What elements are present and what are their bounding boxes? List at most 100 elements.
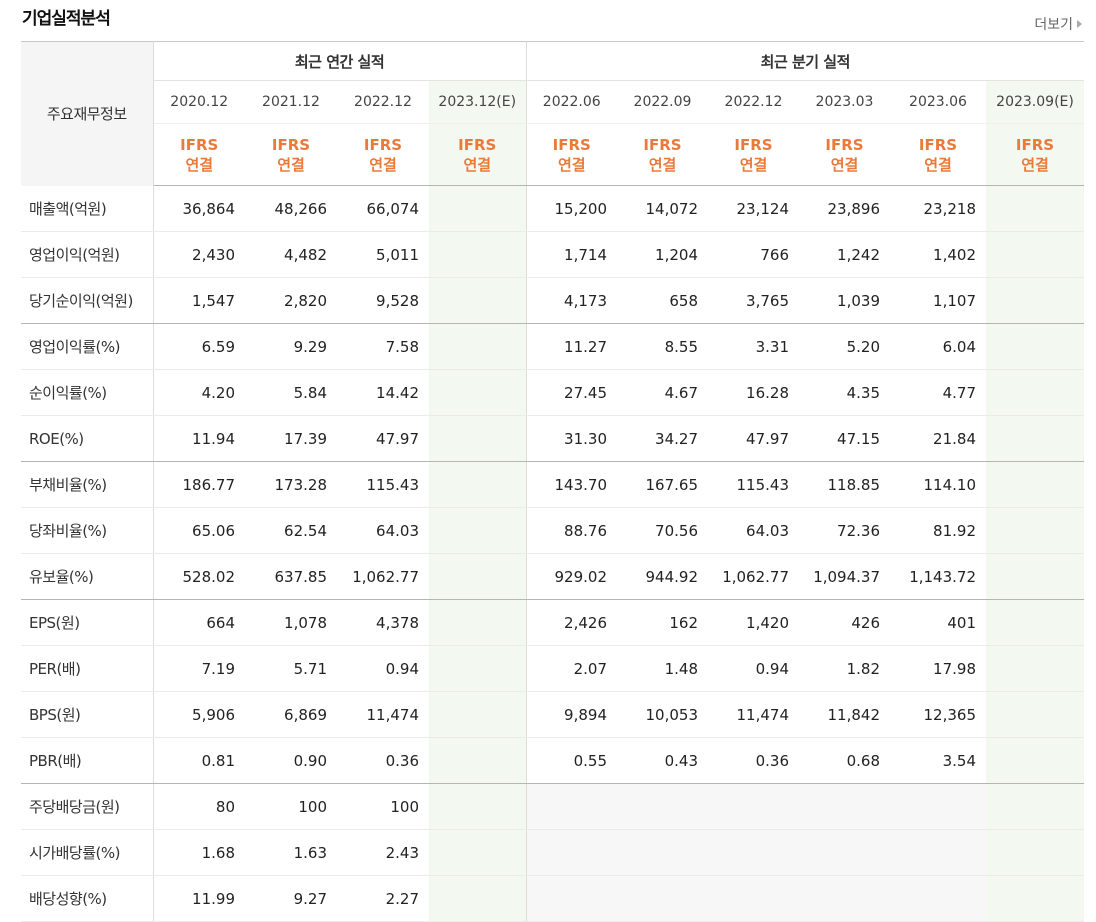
cell-quarter-2: 16.28 (708, 369, 799, 416)
cell-quarter-2: 0.94 (708, 645, 799, 692)
cell-annual-2: 66,074 (337, 185, 429, 232)
cell-annual-2: 2.27 (337, 875, 429, 922)
cell-quarter-0: 88.76 (526, 507, 617, 554)
table-row: 주당배당금(원) 80 100 100 (21, 783, 1085, 830)
group-annual: 최근 연간 실적 (153, 41, 527, 81)
table-row: 배당성향(%) 11.99 9.27 2.27 (21, 875, 1085, 922)
cell-quarter-5 (986, 415, 1085, 462)
cell-annual-3 (429, 185, 527, 232)
table-row: 당좌비율(%) 65.06 62.54 64.03 88.76 70.56 64.03 72.… (21, 507, 1085, 554)
cell-quarter-5 (986, 829, 1085, 876)
cell-quarter-0: 9,894 (526, 691, 617, 738)
cell-quarter-1: 10,053 (617, 691, 708, 738)
cell-quarter-3: 4.35 (799, 369, 890, 416)
cell-annual-3 (429, 599, 527, 646)
cell-quarter-0: 4,173 (526, 277, 617, 324)
basis-annual-1: IFRS 연결 (245, 123, 337, 186)
table-row: 시가배당률(%) 1.68 1.63 2.43 (21, 829, 1085, 876)
more-link[interactable]: 더보기 (1034, 14, 1082, 34)
row-label: PER(배) (21, 645, 154, 692)
cell-quarter-4: 114.10 (890, 461, 986, 508)
table-row: PBR(배) 0.81 0.90 0.36 0.55 0.43 0.36 0.68 3.54 (21, 737, 1085, 784)
cell-annual-2: 9,528 (337, 277, 429, 324)
cell-annual-0: 1.68 (153, 829, 245, 876)
row-header-label: 주요재무정보 (21, 41, 154, 186)
cell-quarter-2: 1,062.77 (708, 553, 799, 600)
cell-annual-1: 9.27 (245, 875, 337, 922)
basis-ifrs: IFRS (271, 135, 311, 154)
cell-quarter-0 (526, 783, 617, 830)
cell-quarter-4: 1,107 (890, 277, 986, 324)
basis-consolidated: 연결 (830, 155, 859, 174)
cell-annual-0: 11.94 (153, 415, 245, 462)
basis-ifrs: IFRS (918, 135, 958, 154)
cell-quarter-4: 21.84 (890, 415, 986, 462)
cell-annual-2: 100 (337, 783, 429, 830)
cell-annual-1: 48,266 (245, 185, 337, 232)
basis-consolidated: 연결 (924, 155, 952, 174)
cell-quarter-5 (986, 231, 1085, 278)
cell-quarter-0: 0.55 (526, 737, 617, 784)
group-quarterly: 최근 분기 실적 (526, 41, 1085, 81)
cell-quarter-0: 1,714 (526, 231, 617, 278)
cell-annual-0: 664 (153, 599, 245, 646)
cell-quarter-5 (986, 783, 1085, 830)
cell-annual-1: 6,869 (245, 691, 337, 738)
cell-quarter-1 (617, 783, 708, 830)
period-quarter-1: 2022.09 (617, 80, 708, 124)
cell-quarter-5 (986, 369, 1085, 416)
basis-consolidated: 연결 (648, 155, 677, 174)
cell-annual-1: 1,078 (245, 599, 337, 646)
cell-quarter-4: 23,218 (890, 185, 986, 232)
basis-quarter-5: IFRS 연결 (986, 123, 1085, 186)
cell-annual-1: 173.28 (245, 461, 337, 508)
cell-quarter-3: 1,039 (799, 277, 890, 324)
cell-annual-3 (429, 323, 527, 370)
financial-table: 주요재무정보 최근 연간 실적 최근 분기 실적 2020.12 2021.12 2… (21, 41, 1085, 922)
arrow-right-icon (1077, 20, 1082, 28)
cell-quarter-5 (986, 875, 1085, 922)
cell-quarter-0: 31.30 (526, 415, 617, 462)
cell-annual-2: 11,474 (337, 691, 429, 738)
cell-quarter-4 (890, 829, 986, 876)
cell-quarter-1: 0.43 (617, 737, 708, 784)
cell-annual-3 (429, 875, 527, 922)
cell-annual-2: 2.43 (337, 829, 429, 876)
cell-annual-3 (429, 415, 527, 462)
basis-quarter-4: IFRS 연결 (890, 123, 986, 186)
row-label: 부채비율(%) (21, 461, 154, 508)
cell-quarter-4: 3.54 (890, 737, 986, 784)
cell-quarter-3 (799, 829, 890, 876)
table-row: 순이익률(%) 4.20 5.84 14.42 27.45 4.67 16.28 4.35 4.… (21, 369, 1085, 416)
table-row: 유보율(%) 528.02 637.85 1,062.77 929.02 944.92 1,… (21, 553, 1085, 600)
cell-quarter-5 (986, 323, 1085, 370)
cell-quarter-1: 8.55 (617, 323, 708, 370)
period-annual-1: 2021.12 (245, 80, 337, 124)
cell-quarter-4: 17.98 (890, 645, 986, 692)
row-label: 영업이익률(%) (21, 323, 154, 370)
table-row: EPS(원) 664 1,078 4,378 2,426 162 1,420 426 401 (21, 599, 1085, 646)
table-row: PER(배) 7.19 5.71 0.94 2.07 1.48 0.94 1.82 17.98 (21, 645, 1085, 692)
cell-quarter-5 (986, 645, 1085, 692)
cell-quarter-1: 658 (617, 277, 708, 324)
cell-quarter-0 (526, 875, 617, 922)
period-quarter-2: 2022.12 (708, 80, 799, 124)
cell-annual-3 (429, 277, 527, 324)
cell-annual-1: 5.71 (245, 645, 337, 692)
cell-quarter-2: 47.97 (708, 415, 799, 462)
cell-quarter-3: 118.85 (799, 461, 890, 508)
cell-annual-0: 4.20 (153, 369, 245, 416)
cell-annual-0: 11.99 (153, 875, 245, 922)
cell-annual-0: 65.06 (153, 507, 245, 554)
cell-quarter-2: 3.31 (708, 323, 799, 370)
row-label: 매출액(억원) (21, 185, 154, 232)
cell-annual-0: 7.19 (153, 645, 245, 692)
row-label: 시가배당률(%) (21, 829, 154, 876)
cell-quarter-3 (799, 875, 890, 922)
cell-quarter-0: 2.07 (526, 645, 617, 692)
cell-quarter-1: 1.48 (617, 645, 708, 692)
cell-quarter-0: 15,200 (526, 185, 617, 232)
cell-annual-0: 0.81 (153, 737, 245, 784)
row-label: 순이익률(%) (21, 369, 154, 416)
cell-quarter-1: 14,072 (617, 185, 708, 232)
